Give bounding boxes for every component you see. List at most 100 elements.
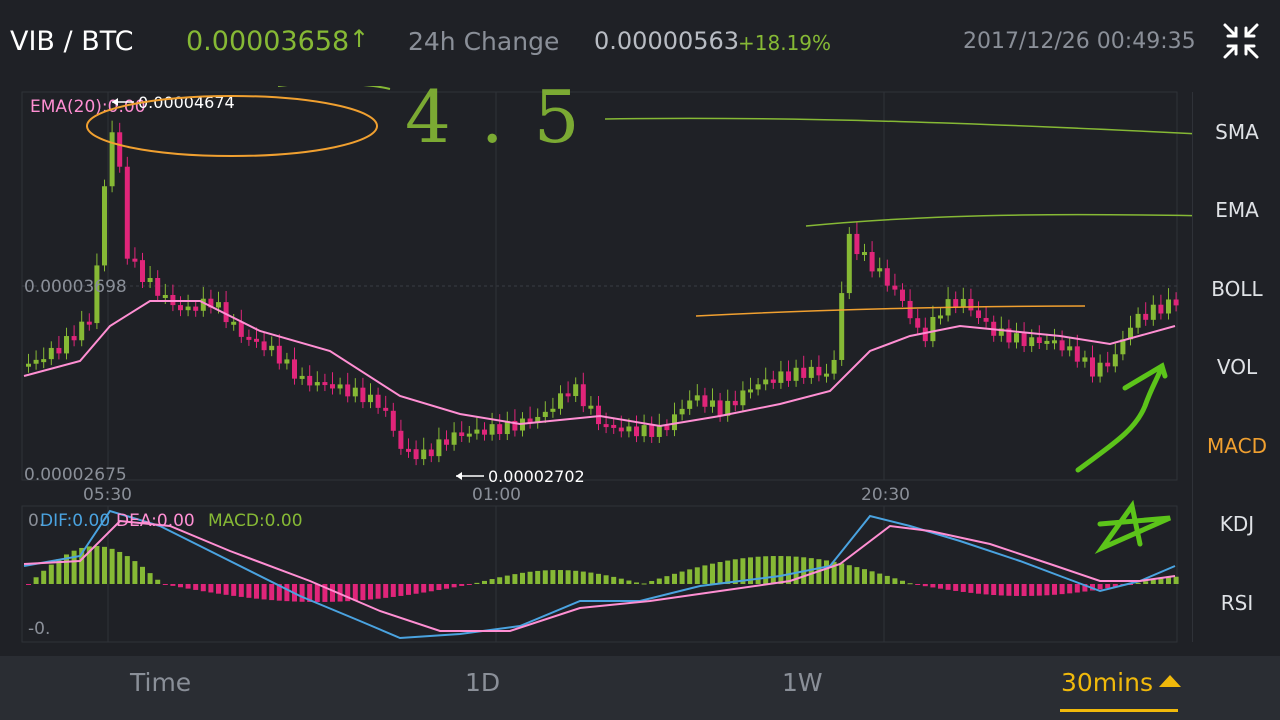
indicator-boll[interactable]: BOLL (1211, 277, 1263, 301)
indicator-ema[interactable]: EMA (1215, 198, 1259, 222)
candle-body (185, 306, 191, 311)
interval-tab-bar: Time 1D 1W 30mins (0, 656, 1280, 720)
dea-line (23, 519, 1176, 632)
indicator-macd[interactable]: MACD (1207, 434, 1267, 458)
x-axis-label: 01:00 (472, 485, 521, 505)
macd-histogram-bar (763, 556, 769, 584)
ema-label: EMA(20):0.00 (30, 97, 146, 117)
candle-body (79, 321, 85, 341)
macd-histogram-bar (444, 584, 449, 589)
macd-histogram-bar (862, 569, 867, 584)
indicator-sma[interactable]: SMA (1215, 120, 1259, 144)
macd-histogram-bar (1097, 584, 1103, 590)
macd-histogram-bar (489, 579, 495, 584)
macd-histogram-bar (482, 580, 487, 584)
macd-histogram-bar (170, 584, 176, 586)
candle-body (86, 321, 92, 325)
tab-time[interactable]: Time (130, 668, 192, 697)
candle-body (261, 341, 267, 351)
tab-1w[interactable]: 1W (782, 668, 823, 697)
indicator-menu: SMA EMA BOLL VOL MACD KDJ RSI (1192, 92, 1280, 642)
macd-histogram-bar (603, 575, 609, 584)
macd-histogram-bar (1006, 584, 1012, 596)
y-axis-label: 0.00002675 (24, 465, 127, 485)
candle-body (778, 371, 784, 383)
candle-body (915, 318, 921, 328)
macd-histogram-bar (869, 571, 875, 584)
macd-histogram-bar (702, 565, 708, 584)
indicator-rsi[interactable]: RSI (1220, 591, 1254, 615)
collapse-arrows-icon[interactable] (1222, 22, 1260, 60)
candle-body (178, 305, 183, 311)
macd-histogram-bar (542, 570, 548, 584)
candle-body (1128, 327, 1133, 340)
candle-body (330, 384, 335, 389)
candle-body (1044, 340, 1050, 344)
macd-histogram-bar (140, 566, 145, 584)
candle-body (892, 285, 898, 290)
macd-histogram-bar (398, 584, 404, 596)
candle-body (542, 411, 548, 417)
candle-body (314, 382, 320, 386)
candle-body (922, 327, 928, 342)
kline-chart-area[interactable]: EMA(20):0.00 0.00004674 0.00002702 0.000… (0, 86, 1192, 656)
candle-body (368, 394, 373, 403)
candle-body (345, 384, 351, 397)
macd-histogram-bar (71, 550, 77, 584)
macd-histogram-bar (512, 574, 518, 584)
macd-histogram-bar (261, 584, 267, 600)
candle-body (504, 420, 510, 435)
macd-histogram-bar (839, 563, 845, 584)
macd-histogram-bar (786, 556, 791, 584)
macd-histogram-bar (626, 580, 632, 584)
candle-body (124, 166, 130, 259)
macd-histogram-bar (930, 584, 936, 588)
trading-pair[interactable]: VIB / BTC (10, 26, 134, 57)
macd-histogram-bar (459, 584, 465, 586)
macd-histogram-bar (960, 584, 966, 592)
candle-body (755, 384, 761, 390)
candle-body (132, 258, 138, 262)
candle-body (444, 439, 449, 445)
macd-histogram-bar (117, 551, 123, 584)
macd-histogram-bar (755, 556, 761, 584)
candle-body (216, 302, 221, 308)
macd-histogram-bar (124, 556, 130, 584)
candle-body (307, 375, 313, 386)
candle-body (740, 390, 746, 406)
tab-30mins[interactable]: 30mins (1061, 668, 1181, 697)
macd-histogram-bar (413, 584, 419, 594)
active-tab-indicator (1060, 709, 1178, 712)
indicator-vol[interactable]: VOL (1216, 355, 1258, 379)
tab-1d[interactable]: 1D (465, 668, 501, 697)
macd-histogram-bar (421, 584, 427, 593)
candle-body (580, 384, 586, 407)
candle-body (839, 293, 845, 360)
handwritten-note: 4.5 (405, 86, 610, 159)
macd-histogram-bar (185, 584, 191, 589)
candle-body (162, 294, 168, 298)
indicator-kdj[interactable]: KDJ (1219, 512, 1255, 536)
macd-histogram-bar (79, 547, 85, 584)
macd-histogram-bar (520, 572, 525, 584)
macd-histogram-bar (451, 584, 457, 588)
candle-body (626, 426, 632, 432)
macd-histogram-bar (748, 557, 753, 584)
macd-histogram-bar (649, 581, 655, 584)
macd-histogram-bar (307, 584, 313, 602)
macd-histogram-bar (1173, 576, 1179, 584)
candle-body (907, 300, 913, 319)
kline-chart[interactable]: EMA(20):0.00 0.00004674 0.00002702 0.000… (0, 86, 1192, 656)
ema-line (23, 300, 1176, 428)
candle-body (687, 400, 693, 409)
macd-histogram-bar (907, 583, 913, 585)
macd-histogram-bar (732, 559, 738, 584)
high-price-label: 0.00004674 (138, 93, 235, 112)
candle-body (717, 400, 723, 416)
candle-body (976, 310, 981, 318)
candle-body (694, 395, 700, 401)
star-annotation (1094, 499, 1172, 554)
macd-histogram-bar (466, 584, 472, 585)
resistance-line (604, 117, 1192, 135)
dea-label: DEA:0.00 (116, 511, 195, 531)
